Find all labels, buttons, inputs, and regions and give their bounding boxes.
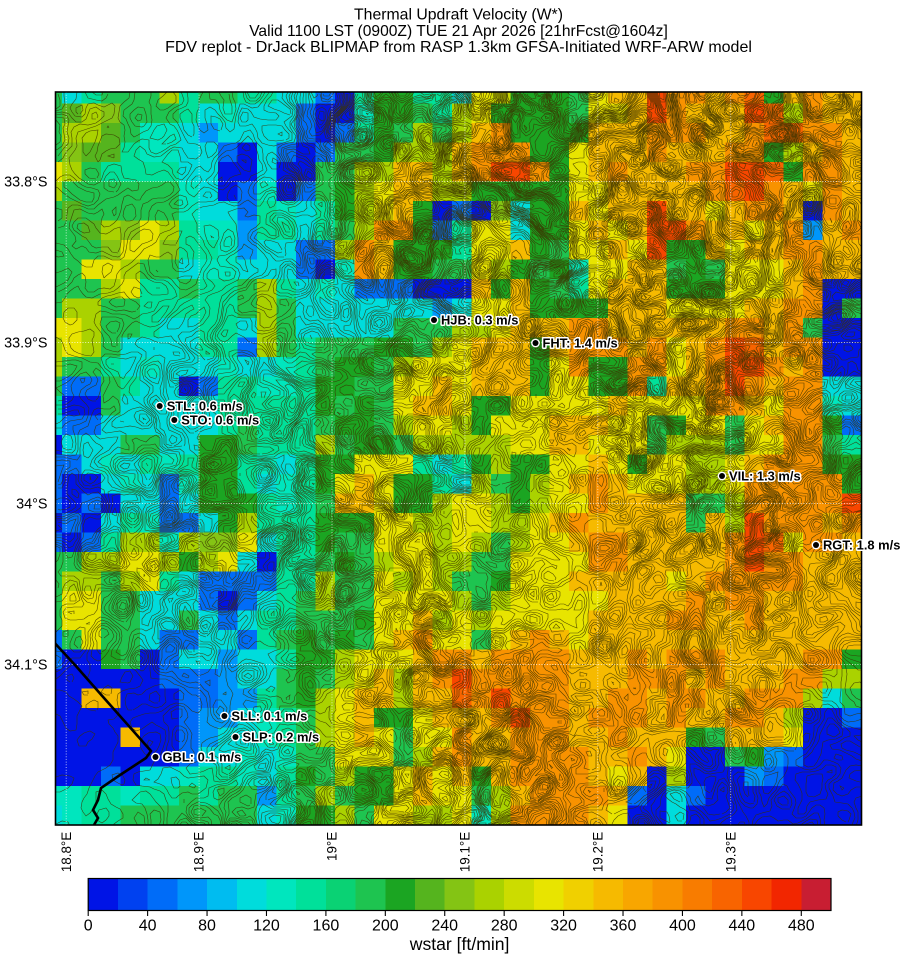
svg-text:360: 360	[610, 918, 637, 935]
svg-text:STL: 0.6 m/s: STL: 0.6 m/s	[167, 399, 243, 414]
svg-text:FDV replot - DrJack BLIPMAP fr: FDV replot - DrJack BLIPMAP from RASP 1.…	[165, 39, 752, 56]
svg-text:18.9°E: 18.9°E	[192, 832, 207, 872]
svg-text:19.1°E: 19.1°E	[458, 832, 473, 872]
svg-text:0: 0	[84, 918, 93, 935]
svg-text:480: 480	[788, 918, 815, 935]
svg-text:240: 240	[431, 918, 458, 935]
svg-text:34.1°S: 34.1°S	[4, 657, 47, 673]
svg-text:SLP: 0.2 m/s: SLP: 0.2 m/s	[243, 730, 320, 745]
svg-text:wstar [ft/min]: wstar [ft/min]	[409, 934, 510, 954]
svg-text:SLL: 0.1 m/s: SLL: 0.1 m/s	[231, 709, 307, 724]
svg-text:FHT: 1.4 m/s: FHT: 1.4 m/s	[543, 336, 618, 351]
svg-text:120: 120	[253, 918, 280, 935]
svg-text:400: 400	[669, 918, 696, 935]
svg-text:VIL: 1.3 m/s: VIL: 1.3 m/s	[729, 469, 801, 484]
svg-text:160: 160	[313, 918, 340, 935]
svg-text:33.8°S: 33.8°S	[4, 174, 47, 190]
svg-text:33.9°S: 33.9°S	[4, 335, 47, 351]
svg-text:19.2°E: 19.2°E	[590, 832, 605, 872]
svg-text:19°E: 19°E	[325, 832, 340, 861]
svg-text:40: 40	[139, 918, 157, 935]
svg-text:HJB: 0.3 m/s: HJB: 0.3 m/s	[441, 313, 518, 328]
svg-text:34°S: 34°S	[16, 496, 47, 512]
svg-text:320: 320	[550, 918, 577, 935]
svg-text:RGT: 1.8 m/s: RGT: 1.8 m/s	[823, 538, 900, 553]
svg-text:200: 200	[372, 918, 399, 935]
svg-text:440: 440	[729, 918, 756, 935]
svg-text:GBL: 0.1 m/s: GBL: 0.1 m/s	[163, 750, 242, 765]
svg-text:STO: 0.6 m/s: STO: 0.6 m/s	[181, 413, 259, 428]
svg-text:18.8°E: 18.8°E	[59, 832, 74, 872]
svg-text:280: 280	[491, 918, 518, 935]
svg-text:80: 80	[198, 918, 216, 935]
svg-text:Valid 1100 LST (0900Z) TUE 21: Valid 1100 LST (0900Z) TUE 21 Apr 2026 […	[249, 23, 668, 40]
svg-text:Thermal Updraft Velocity (W*): Thermal Updraft Velocity (W*)	[354, 7, 563, 24]
svg-text:19.3°E: 19.3°E	[723, 832, 738, 872]
